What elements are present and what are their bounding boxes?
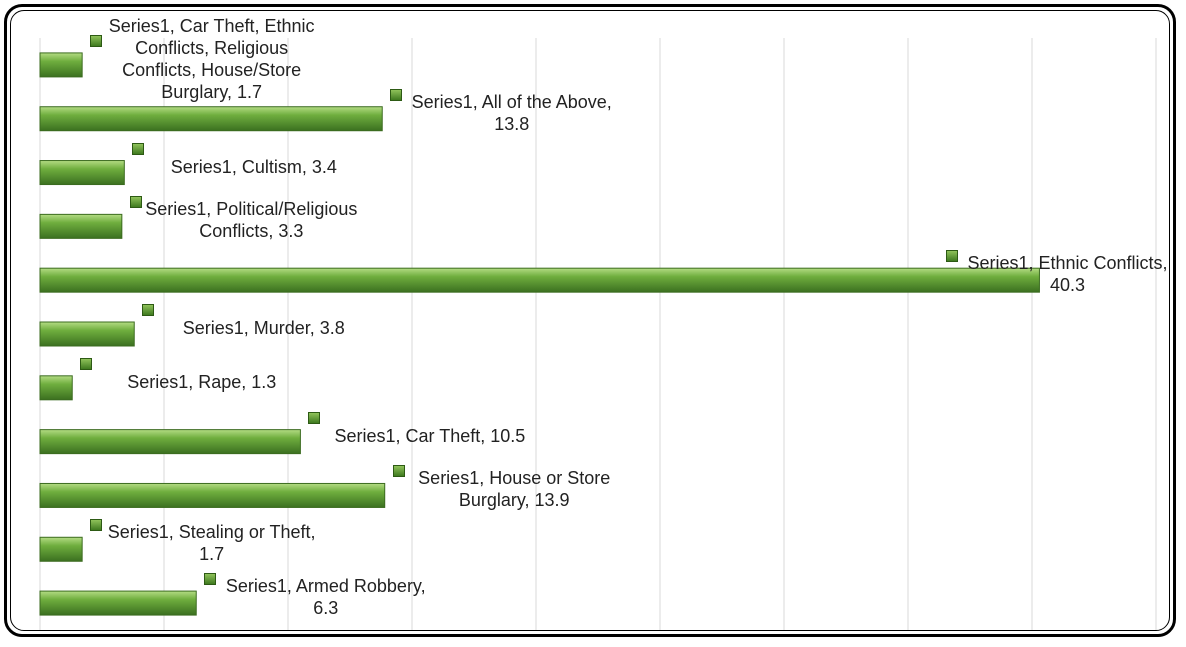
data-label: Series1, Murder, 3.8 [182, 318, 345, 338]
data-label: Series1, House or Store Burglary, 13.9 [418, 468, 611, 511]
label-marker [142, 304, 155, 316]
label-marker [90, 519, 103, 532]
bar [39, 590, 197, 616]
data-label: Series1, Armed Robbery, 6.3 [225, 576, 426, 619]
data-label: Series1, Stealing or Theft, 1.7 [107, 522, 316, 565]
bar [39, 321, 135, 347]
data-label: Series1, Political/Religious Conflicts, … [145, 199, 358, 242]
label-marker [132, 142, 145, 155]
data-label: Series1, Cultism, 3.4 [170, 156, 337, 177]
label-marker [80, 357, 93, 370]
data-label: Series1, Ethnic Conflicts, 40.3 [967, 253, 1168, 296]
chart-border-inner [10, 10, 1170, 631]
bar [39, 267, 1040, 293]
bar [39, 160, 125, 186]
data-label: Series1, Car Theft, 10.5 [334, 425, 526, 446]
bar [39, 429, 301, 455]
chart-border [4, 4, 1176, 637]
label-marker [946, 250, 958, 263]
bar [39, 213, 123, 239]
bar [39, 52, 83, 78]
bar [39, 482, 386, 508]
data-label: Series1, All of the Above, 13.8 [411, 91, 612, 134]
data-label: Series1, Car Theft, Ethnic Conflicts, Re… [108, 15, 315, 102]
label-marker [204, 573, 217, 586]
label-marker [392, 465, 405, 478]
label-marker [308, 411, 321, 424]
data-label: Series1, Rape, 1.3 [127, 371, 277, 392]
label-marker [129, 196, 142, 209]
label-marker [90, 34, 103, 47]
bar [39, 106, 383, 132]
bar [39, 375, 73, 401]
label-marker [390, 88, 403, 101]
bar [39, 536, 83, 562]
